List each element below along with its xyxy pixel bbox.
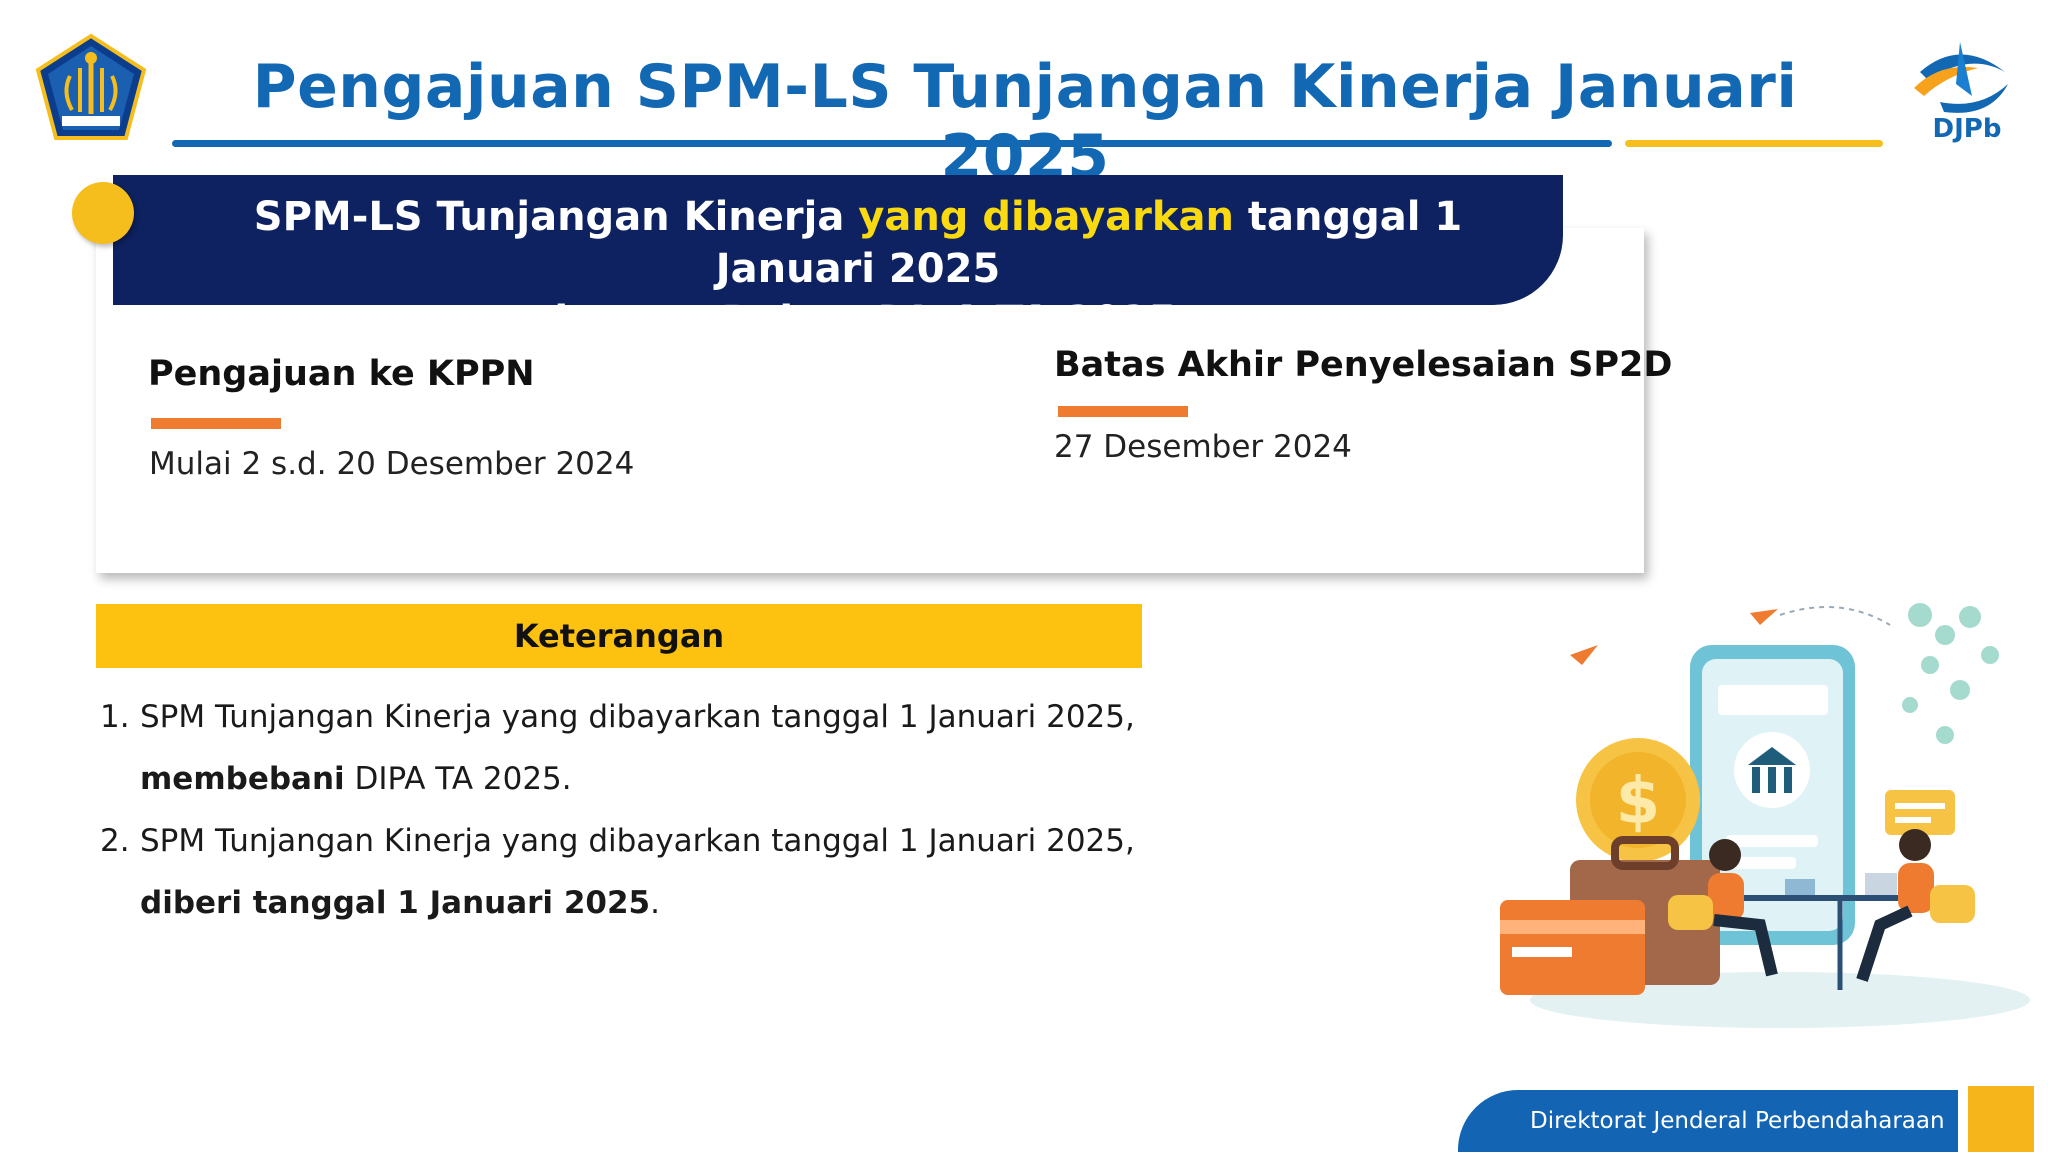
svg-text:$: $ xyxy=(1616,765,1661,839)
djpb-logo-text: DJPb xyxy=(1932,114,2002,144)
list-item-rest: . xyxy=(650,885,660,921)
finance-illustration-icon: $ xyxy=(1500,603,2030,1028)
list-item-number: 2. xyxy=(100,823,130,859)
left-heading: Pengajuan ke KPPN xyxy=(148,354,535,394)
list-item-line1: SPM Tunjangan Kinerja yang dibayarkan ta… xyxy=(140,823,1135,859)
list-item-line1: SPM Tunjangan Kinerja yang dibayarkan ta… xyxy=(140,699,1135,735)
banner-dot xyxy=(72,182,134,244)
list-item-number: 1. xyxy=(100,699,130,735)
footer-banner: Direktorat Jenderal Perbendaharaan xyxy=(1458,1090,1958,1152)
page-title: Pengajuan SPM-LS Tunjangan Kinerja Janua… xyxy=(252,52,1798,192)
banner-text-line2: dengan Beban DIPA TA 2025 xyxy=(539,298,1177,344)
list-item-bold: diberi tanggal 1 Januari 2025 xyxy=(140,885,651,921)
banner-text-part2: tanggal 1 Januari 2025 xyxy=(715,194,1463,292)
list-item: 2. SPM Tunjangan Kinerja yang dibayarkan… xyxy=(100,810,1160,934)
keterangan-heading: Keterangan xyxy=(96,604,1142,668)
djpb-logo-icon xyxy=(1914,42,2008,113)
left-heading-underline xyxy=(151,418,281,429)
right-value: 27 Desember 2024 xyxy=(1054,429,1352,465)
kemenkeu-emblem-icon xyxy=(35,33,147,140)
list-item: 1. SPM Tunjangan Kinerja yang dibayarkan… xyxy=(100,686,1160,810)
title-underline-blue xyxy=(172,140,1612,147)
info-banner: SPM-LS Tunjangan Kinerja yang dibayarkan… xyxy=(113,175,1563,344)
list-item-bold: membebani xyxy=(140,761,345,797)
keterangan-list: 1. SPM Tunjangan Kinerja yang dibayarkan… xyxy=(100,686,1160,934)
list-item-rest: DIPA TA 2025. xyxy=(344,761,572,797)
right-heading: Batas Akhir Penyelesaian SP2D xyxy=(1054,345,1673,385)
banner-text-part1: SPM-LS Tunjangan Kinerja xyxy=(253,194,859,240)
footer-accent-square xyxy=(1968,1086,2034,1152)
banner-highlight: yang dibayarkan xyxy=(858,194,1234,240)
title-underline-yellow xyxy=(1625,140,1883,147)
right-heading-underline xyxy=(1058,406,1188,417)
left-value: Mulai 2 s.d. 20 Desember 2024 xyxy=(149,446,635,482)
